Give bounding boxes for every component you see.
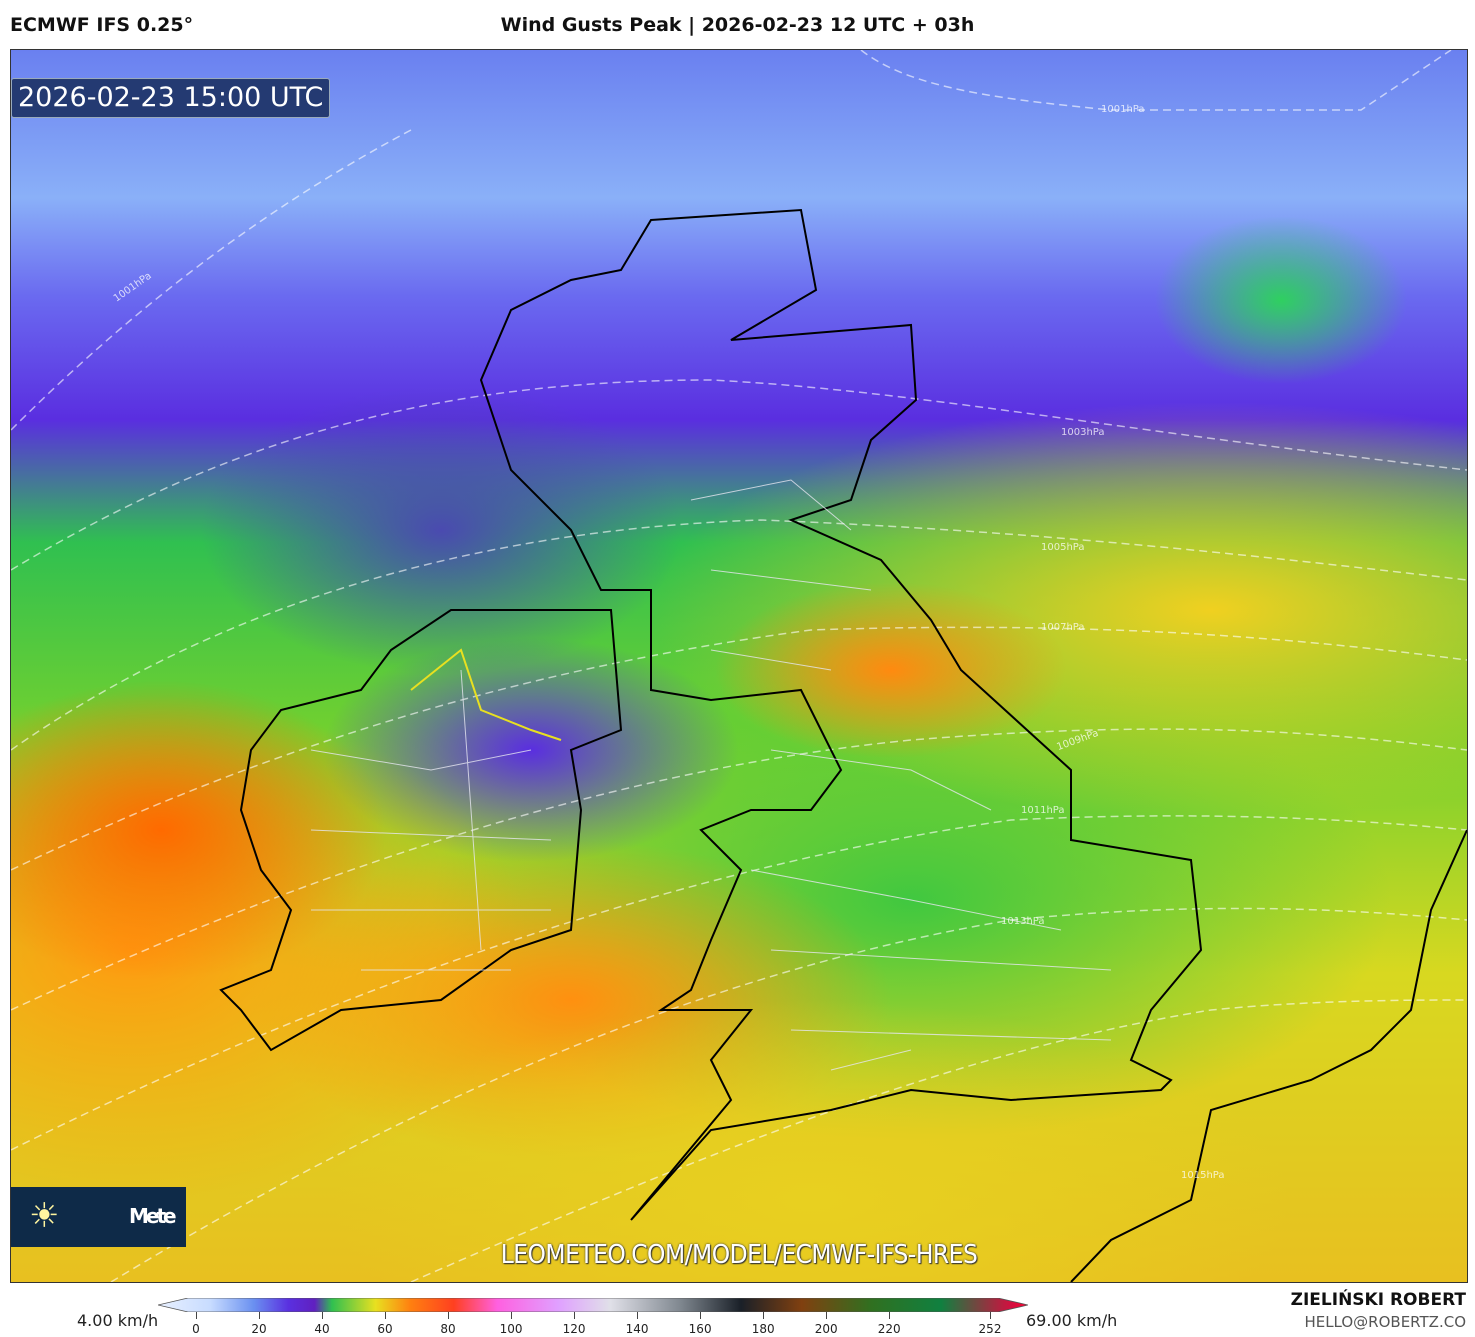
colorbar-tick-mark (196, 1312, 197, 1319)
author-name: ZIELIŃSKI ROBERT (1290, 1290, 1466, 1310)
colorbar-tick-label: 100 (499, 1322, 523, 1336)
colorbar-tick-mark (322, 1312, 324, 1319)
isobar-label: 1003hPa (1061, 427, 1105, 438)
colorbar-tick-label: 60 (377, 1322, 393, 1336)
colorbar-tick-label: 40 (314, 1322, 330, 1336)
leometeo-logo[interactable]: ☀ Mete (11, 1187, 186, 1247)
colorbar-tick-label: 200 (814, 1322, 838, 1336)
chart-title: Wind Gusts Peak | 2026-02-23 12 UTC + 03… (500, 14, 975, 36)
colorbar-tick-label: 252 (978, 1322, 1002, 1336)
colorbar-fill (158, 1298, 1028, 1312)
colorbar-tick-mark (763, 1312, 765, 1319)
colorbar-tick-mark (826, 1312, 828, 1319)
colorbar-tick-label: 140 (625, 1322, 649, 1336)
colorbar-tick-mark (990, 1312, 991, 1319)
colorbar-tick-mark (889, 1312, 891, 1319)
colorbar-tick-label: 160 (688, 1322, 712, 1336)
author-email: HELLO@ROBERTZ.CO (1304, 1313, 1466, 1331)
colorbar-tick-mark (448, 1312, 450, 1319)
isobar-label: 1011hPa (1021, 805, 1065, 816)
coastlines (219, 208, 1467, 1282)
colorbar-tick-label: 220 (877, 1322, 901, 1336)
border-highlight (410, 648, 562, 741)
isobar-label: 1001hPa (1101, 104, 1145, 115)
wind-gust-map[interactable]: 1001hPa 1001hPa 1003hPa 1005hPa 1007hPa … (10, 49, 1468, 1283)
legend-max-label: 69.00 km/h (1026, 1311, 1118, 1330)
site-watermark: LEOMETEO.COM/MODEL/ECMWF-IFS-HRES (500, 1240, 978, 1270)
colorbar-tick-mark (700, 1312, 702, 1319)
isobar-label: 1007hPa (1041, 622, 1085, 633)
legend-min-label: 4.00 km/h (77, 1311, 159, 1330)
sun-icon: ☀ (29, 1196, 60, 1236)
isobar-label: 1015hPa (1181, 1170, 1225, 1181)
colorbar-tick-mark (385, 1312, 387, 1319)
logo-text: Mete (129, 1204, 177, 1228)
colorbar-tick-mark (511, 1312, 513, 1319)
colorbar (158, 1298, 1028, 1312)
isobars (11, 50, 1467, 1282)
colorbar-tick-mark (574, 1312, 576, 1319)
colorbar-tick-label: 0 (192, 1322, 200, 1336)
isobar-label: 1013hPa (1001, 916, 1045, 927)
isobar-label: 1005hPa (1041, 542, 1085, 553)
valid-time-badge: 2026-02-23 15:00 UTC (11, 78, 331, 118)
colorbar-tick-label: 120 (562, 1322, 586, 1336)
admin-borders (310, 479, 1112, 1071)
model-name: ECMWF IFS 0.25° (10, 14, 194, 36)
colorbar-tick-mark (259, 1312, 261, 1319)
colorbar-tick-label: 180 (751, 1322, 775, 1336)
colorbar-tick-label: 20 (251, 1322, 267, 1336)
map-overlay (11, 50, 1467, 1282)
colorbar-tick-mark (637, 1312, 639, 1319)
colorbar-tick-label: 80 (440, 1322, 456, 1336)
